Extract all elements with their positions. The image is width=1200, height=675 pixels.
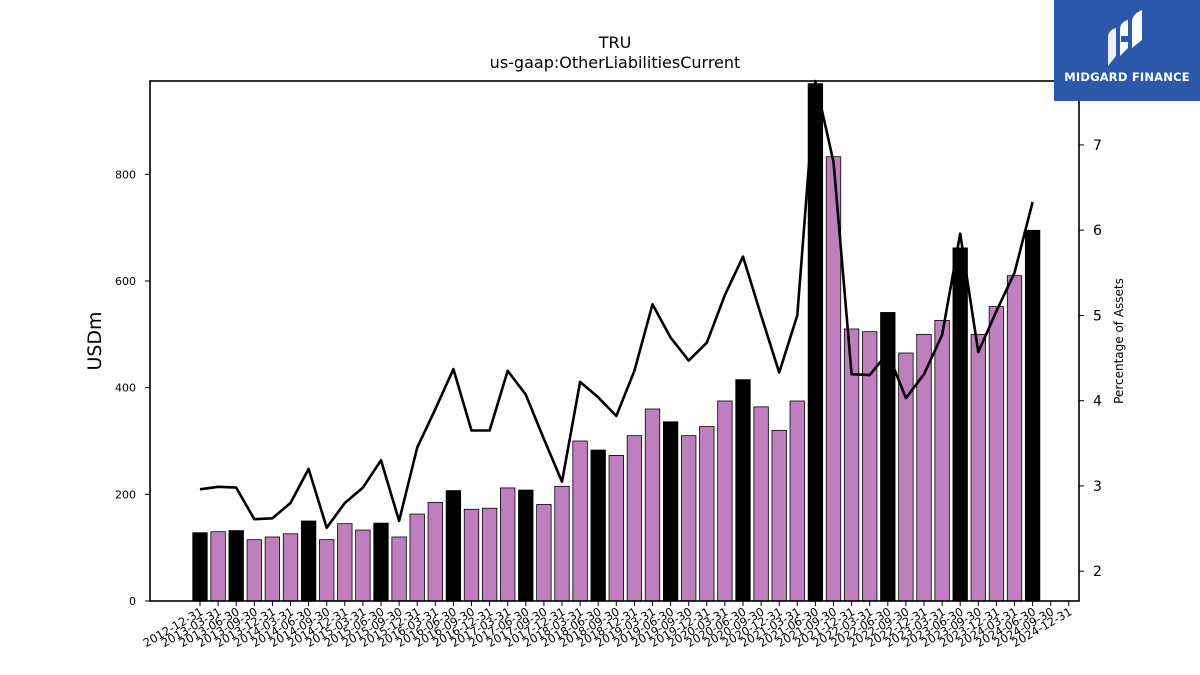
y-tick-label: 400	[115, 382, 136, 395]
bar-2015-12-31	[409, 513, 425, 602]
bar-2014-09-30	[319, 539, 335, 602]
bar-2016-03-31	[427, 501, 443, 602]
bar-2019-03-31	[644, 408, 661, 602]
bar-2019-06-30	[662, 421, 679, 602]
y-tick-label: 800	[115, 168, 136, 181]
bar-2024-06-30	[1024, 229, 1041, 602]
bar-2013-06-30	[228, 530, 244, 602]
bar-2016-09-30	[463, 508, 480, 602]
chart-subtitle: us-gaap:OtherLiabilitiesCurrent	[490, 53, 741, 72]
y2-tick-label: 7	[1093, 138, 1102, 154]
plot-frame	[149, 80, 1080, 602]
bar-2017-03-31	[500, 487, 516, 602]
bar-2013-09-30	[246, 539, 262, 602]
bar-2016-12-31	[481, 507, 498, 602]
bar-2019-12-31	[699, 426, 715, 602]
bar-2014-06-30	[300, 520, 317, 602]
bar-2017-12-31	[554, 485, 570, 602]
bar-2017-06-30	[518, 489, 534, 602]
bar-2023-03-31	[934, 320, 950, 602]
bar-2018-03-31	[572, 440, 588, 602]
axes: 02004006008002345672012-12-312013-03-312…	[115, 138, 1102, 650]
bar-2014-03-31	[282, 533, 299, 602]
y2-tick-label: 4	[1093, 394, 1102, 410]
logo-text: MIDGARD FINANCE	[1064, 70, 1190, 84]
y2-tick-label: 5	[1093, 308, 1102, 324]
bar-2018-09-30	[608, 454, 624, 602]
bar-2020-03-31	[717, 400, 733, 602]
percentage-line	[199, 79, 1034, 530]
bar-2013-03-31	[210, 531, 226, 602]
bar-2019-09-30	[681, 435, 697, 602]
bar-2014-12-31	[337, 523, 353, 602]
bar-2020-06-30	[735, 379, 751, 602]
bar-2020-12-31	[771, 429, 787, 602]
bar-2023-06-30	[952, 247, 968, 602]
bar-2015-09-30	[391, 536, 407, 602]
bar-2015-03-31	[355, 529, 371, 602]
logo-mark-icon	[1108, 10, 1142, 66]
percentage-line-path	[199, 79, 1034, 530]
bar-2016-06-30	[445, 490, 462, 602]
bars	[192, 83, 1041, 602]
y-tick-label: 600	[115, 275, 136, 288]
y-tick-label: 200	[115, 488, 136, 501]
chart-title: TRU	[598, 33, 632, 52]
bar-2021-03-31	[789, 400, 805, 602]
bar-2018-06-30	[590, 449, 606, 602]
bar-2012-12-31	[192, 532, 208, 602]
y2-axis-label: Percentage of Assets	[1112, 278, 1126, 404]
bar-2013-12-31	[264, 536, 281, 602]
y2-tick-label: 2	[1093, 564, 1102, 580]
bar-2018-12-31	[626, 435, 643, 602]
bar-2020-09-30	[753, 406, 769, 602]
bar-2023-09-30	[970, 333, 986, 602]
y2-tick-label: 6	[1093, 223, 1102, 239]
bar-2024-03-31	[1006, 275, 1023, 602]
bar-2023-12-31	[988, 306, 1005, 602]
bar-2017-09-30	[536, 504, 552, 602]
y-axis-label: USDm	[84, 311, 106, 370]
y-tick-label: 0	[129, 595, 136, 608]
y2-tick-label: 3	[1093, 479, 1102, 495]
bar-2022-03-31	[862, 331, 878, 602]
bar-2015-06-30	[373, 522, 389, 602]
midgard-finance-logo: MIDGARD FINANCE	[1054, 0, 1200, 101]
